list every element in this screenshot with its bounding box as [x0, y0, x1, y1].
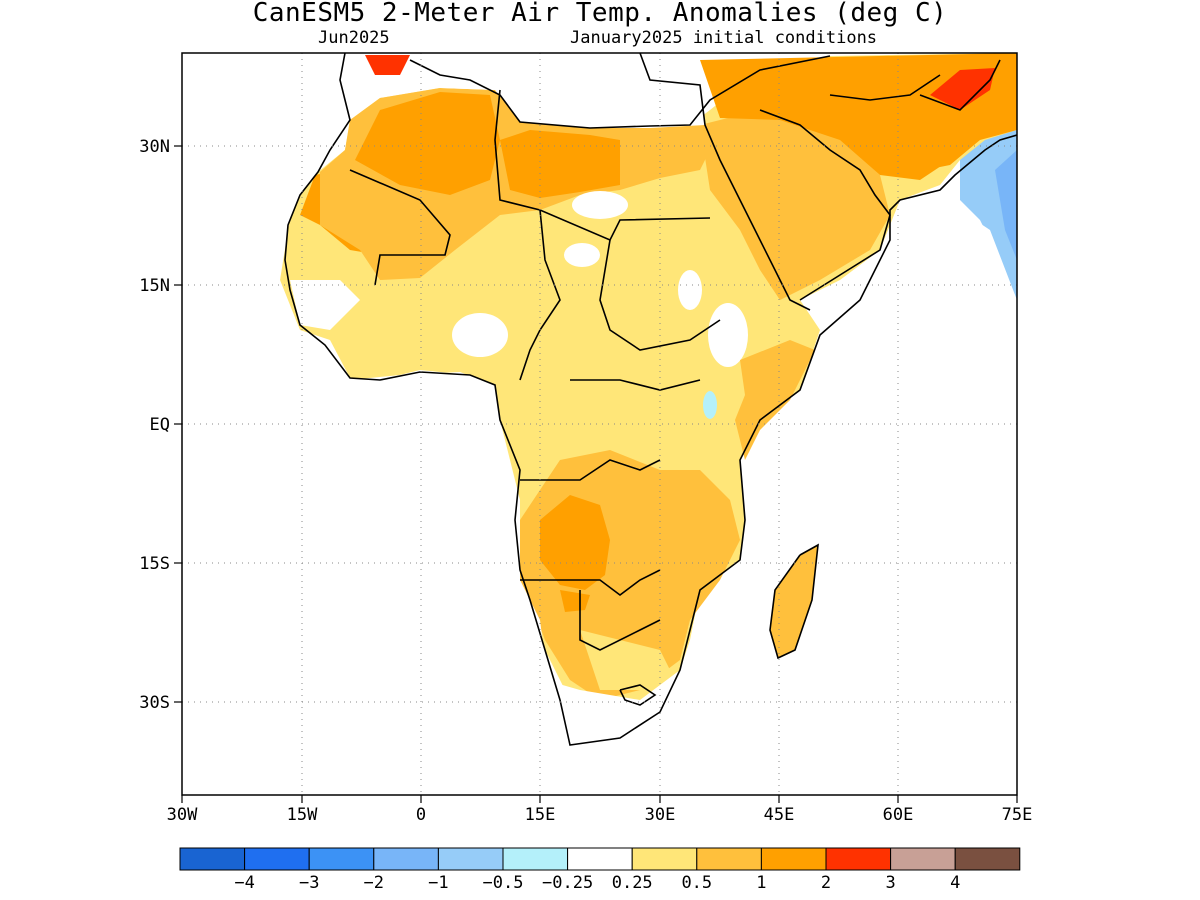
ethiopia-neutral — [708, 303, 748, 367]
lat-label-30s: 30S — [139, 693, 170, 713]
algeria-libya-hot — [355, 92, 500, 195]
colorbar-swatch — [696, 847, 762, 871]
colorbar-swatch — [244, 847, 310, 871]
sahara-neutral-1 — [572, 191, 628, 219]
libya-hot — [500, 130, 620, 198]
sahara-neutral-3 — [452, 313, 508, 357]
colorbar-label: −0.5 — [483, 873, 524, 893]
lake-victoria-cool — [703, 391, 717, 419]
ocean-mask — [182, 53, 1017, 795]
lat-label-15n: 15N — [139, 276, 170, 296]
colorbar-swatch — [308, 847, 375, 871]
west-africa-neutral — [290, 280, 360, 330]
lon-label-60e: 60E — [883, 805, 914, 825]
colorbar-label: 1 — [756, 873, 766, 893]
colorbar-label: −1 — [428, 873, 448, 893]
colorbar-swatch — [631, 847, 698, 871]
colorbar-label: 3 — [885, 873, 895, 893]
colorbar-swatch — [179, 847, 246, 871]
india-cooler — [995, 150, 1017, 260]
lon-label-45e: 45E — [764, 805, 795, 825]
gridlines — [182, 53, 1017, 795]
colorbar-swatch — [954, 847, 1021, 871]
lat-label-15s: 15S — [139, 554, 170, 574]
south-africa-mild — [580, 630, 670, 690]
med-hot — [365, 55, 410, 75]
colorbar-swatch — [373, 847, 439, 871]
mediterranean-neutral — [410, 53, 705, 128]
lat-label-30n: 30N — [139, 137, 170, 157]
sahara-neutral-4 — [678, 270, 702, 310]
colorbar-label: 4 — [950, 873, 960, 893]
map-title: CanESM5 2-Meter Air Temp. Anomalies (deg… — [252, 0, 948, 28]
angola-hot — [540, 495, 610, 590]
madagascar-field — [770, 545, 818, 658]
zambia-hot — [560, 590, 590, 612]
init-conditions-label: January2025 initial conditions — [570, 28, 878, 48]
colorbar-swatch — [760, 847, 827, 871]
colorbar-swatch — [825, 847, 892, 871]
valid-month-label: Jun2025 — [318, 28, 390, 48]
lon-label-15w: 15W — [287, 805, 318, 825]
colorbar-label: −0.25 — [542, 873, 593, 893]
lon-label-75e: 75E — [1002, 805, 1033, 825]
colorbar-label: 0.25 — [612, 873, 653, 893]
cape-neutral — [545, 680, 660, 745]
colorbar-label: 2 — [821, 873, 831, 893]
lon-label-30w: 30W — [167, 805, 198, 825]
lon-label-0: 0 — [416, 805, 426, 825]
axis-ticks — [174, 145, 1018, 803]
colorbar: −4 −3 −2 −1 −0.5 −0.25 0.25 0.5 1 2 3 4 — [179, 847, 1021, 893]
colorbar-label: −2 — [364, 873, 384, 893]
lat-label-eq: EQ — [150, 415, 170, 435]
colorbar-label: −3 — [299, 873, 319, 893]
colorbar-label: 0.5 — [681, 873, 712, 893]
colorbar-swatch — [890, 847, 956, 871]
colorbar-label: −4 — [234, 873, 254, 893]
lon-label-30e: 30E — [645, 805, 676, 825]
lon-label-15e: 15E — [525, 805, 556, 825]
colorbar-swatch — [437, 847, 504, 871]
sahara-neutral-2 — [564, 243, 600, 267]
colorbar-swatch — [502, 847, 569, 871]
colorbar-swatch — [567, 847, 633, 871]
afghanistan-hot — [930, 68, 995, 110]
